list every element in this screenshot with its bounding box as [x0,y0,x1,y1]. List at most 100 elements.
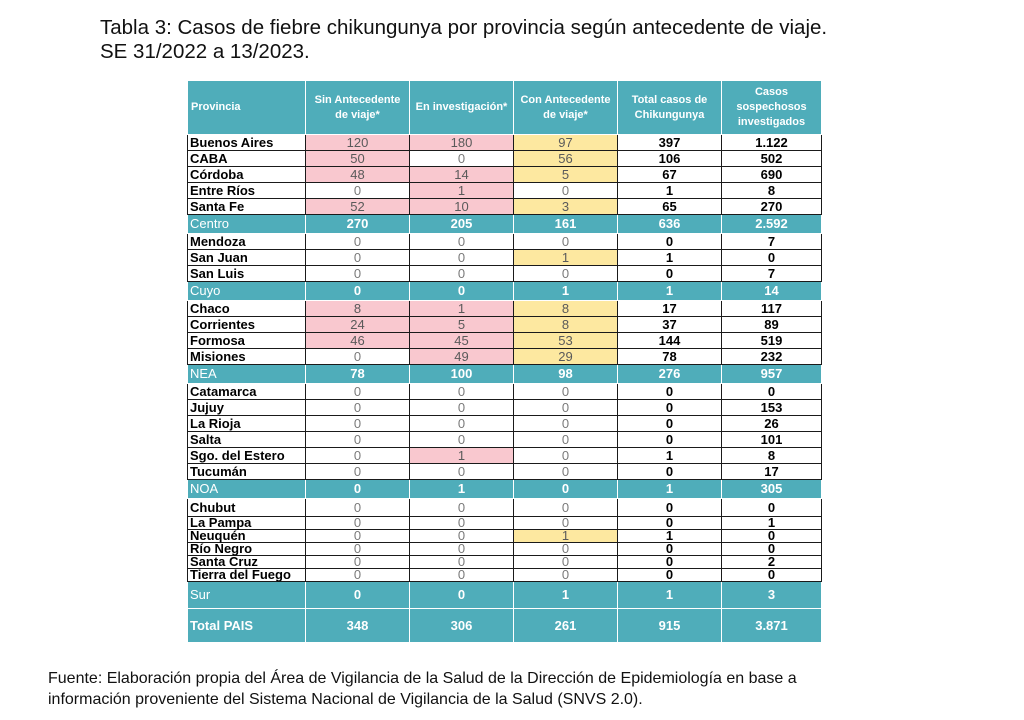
cell-provincia: Misiones [187,348,306,365]
table-row: La Pampa 0 0 0 0 1 [187,516,822,530]
cell-sospechosos: 17 [721,463,822,480]
table-row: Catamarca 0 0 0 0 0 [187,383,822,400]
source-line-2: información proveniente del Sistema Naci… [48,691,643,708]
table-row: Tucumán 0 0 0 0 17 [187,463,822,480]
cell-total: 1 [617,529,722,543]
cell-en-investigacion: 0 [409,581,514,609]
table-row: Jujuy 0 0 0 0 153 [187,399,822,416]
cell-con-antecedente: 0 [513,542,618,556]
cell-en-investigacion: 45 [409,332,514,349]
cell-provincia: Sgo. del Estero [187,447,306,464]
cell-con-antecedente: 0 [513,233,618,250]
cell-en-investigacion: 0 [409,265,514,282]
table-row: Neuquén 0 0 1 1 0 [187,529,822,543]
cell-sospechosos: 117 [721,300,822,317]
cell-total: 0 [617,233,722,250]
cell-sospechosos: 2 [721,555,822,569]
cell-con-antecedente: 1 [513,581,618,609]
cell-provincia: Río Negro [187,542,306,556]
cell-con-antecedente: 1 [513,249,618,266]
header-casos-sospechosos: Casos sospechosos investigados [721,80,822,135]
cell-provincia: Formosa [187,332,306,349]
cell-sin-antecedente: 120 [305,134,410,151]
cell-en-investigacion: 49 [409,348,514,365]
cell-en-investigacion: 1 [409,182,514,199]
table-row: Chubut 0 0 0 0 0 [187,498,822,517]
cell-con-antecedente: 0 [513,516,618,530]
source-note: Fuente: Elaboración propia del Área de V… [48,668,797,710]
cell-total: 0 [617,399,722,416]
cell-total: 1 [617,581,722,609]
cell-sin-antecedente: 0 [305,581,410,609]
cell-total: 1 [617,479,722,499]
cell-sospechosos: 3.871 [721,608,822,643]
cell-en-investigacion: 0 [409,281,514,301]
cell-sin-antecedente: 270 [305,214,410,234]
cell-sin-antecedente: 0 [305,479,410,499]
cell-en-investigacion: 14 [409,166,514,183]
table-row: Buenos Aires 120 180 97 397 1.122 [187,134,822,151]
cell-total: 0 [617,415,722,432]
cell-en-investigacion: 205 [409,214,514,234]
cell-provincia: Buenos Aires [187,134,306,151]
cell-en-investigacion: 0 [409,415,514,432]
cell-total: 0 [617,555,722,569]
cell-con-antecedente: 53 [513,332,618,349]
cell-sin-antecedente: 0 [305,265,410,282]
cell-sospechosos: 8 [721,182,822,199]
cell-provincia: San Juan [187,249,306,266]
cell-provincia: Neuquén [187,529,306,543]
cell-total: 0 [617,463,722,480]
cell-total: 276 [617,364,722,384]
cell-sospechosos: 232 [721,348,822,365]
cell-sin-antecedente: 52 [305,198,410,215]
table-row: Río Negro 0 0 0 0 0 [187,542,822,556]
header-total-casos: Total casos de Chikungunya [617,80,722,135]
cell-en-investigacion: 5 [409,316,514,333]
cell-provincia: Cuyo [187,281,306,301]
cell-sospechosos: 101 [721,431,822,448]
cell-provincia: Chubut [187,498,306,517]
header-provincia: Provincia [187,80,306,135]
cell-en-investigacion: 1 [409,447,514,464]
cell-con-antecedente: 8 [513,300,618,317]
cell-provincia: Total PAIS [187,608,306,643]
cell-con-antecedente: 0 [513,447,618,464]
cell-sospechosos: 0 [721,249,822,266]
cell-provincia: La Pampa [187,516,306,530]
cell-sospechosos: 305 [721,479,822,499]
source-line-1: Fuente: Elaboración propia del Área de V… [48,670,797,687]
cell-sin-antecedente: 78 [305,364,410,384]
cell-total: 67 [617,166,722,183]
table-row: Formosa 46 45 53 144 519 [187,332,822,349]
cell-provincia: NOA [187,479,306,499]
cell-con-antecedente: 0 [513,383,618,400]
cell-provincia: NEA [187,364,306,384]
cell-sin-antecedente: 0 [305,249,410,266]
cell-total: 17 [617,300,722,317]
cell-en-investigacion: 1 [409,479,514,499]
cell-con-antecedente: 98 [513,364,618,384]
cell-sospechosos: 0 [721,568,822,582]
cell-sin-antecedente: 0 [305,463,410,480]
table-row: Santa Cruz 0 0 0 0 2 [187,555,822,569]
cell-provincia: Chaco [187,300,306,317]
cell-en-investigacion: 0 [409,383,514,400]
cell-en-investigacion: 0 [409,555,514,569]
cell-sin-antecedente: 50 [305,150,410,167]
region-subtotal-row: Sur 0 0 1 1 3 [187,581,822,609]
table-row: CABA 50 0 56 106 502 [187,150,822,167]
cell-sospechosos: 0 [721,498,822,517]
cell-provincia: Entre Ríos [187,182,306,199]
cell-total: 1 [617,281,722,301]
cell-total: 0 [617,498,722,517]
table-row: Mendoza 0 0 0 0 7 [187,233,822,250]
region-subtotal-row: Centro 270 205 161 636 2.592 [187,214,822,234]
cell-en-investigacion: 0 [409,249,514,266]
cell-sin-antecedente: 0 [305,383,410,400]
table-header-row: Provincia Sin Antecedente de viaje* En i… [187,80,822,135]
cell-sospechosos: 26 [721,415,822,432]
cell-sospechosos: 7 [721,265,822,282]
cell-sin-antecedente: 348 [305,608,410,643]
region-subtotal-row: NOA 0 1 0 1 305 [187,479,822,499]
